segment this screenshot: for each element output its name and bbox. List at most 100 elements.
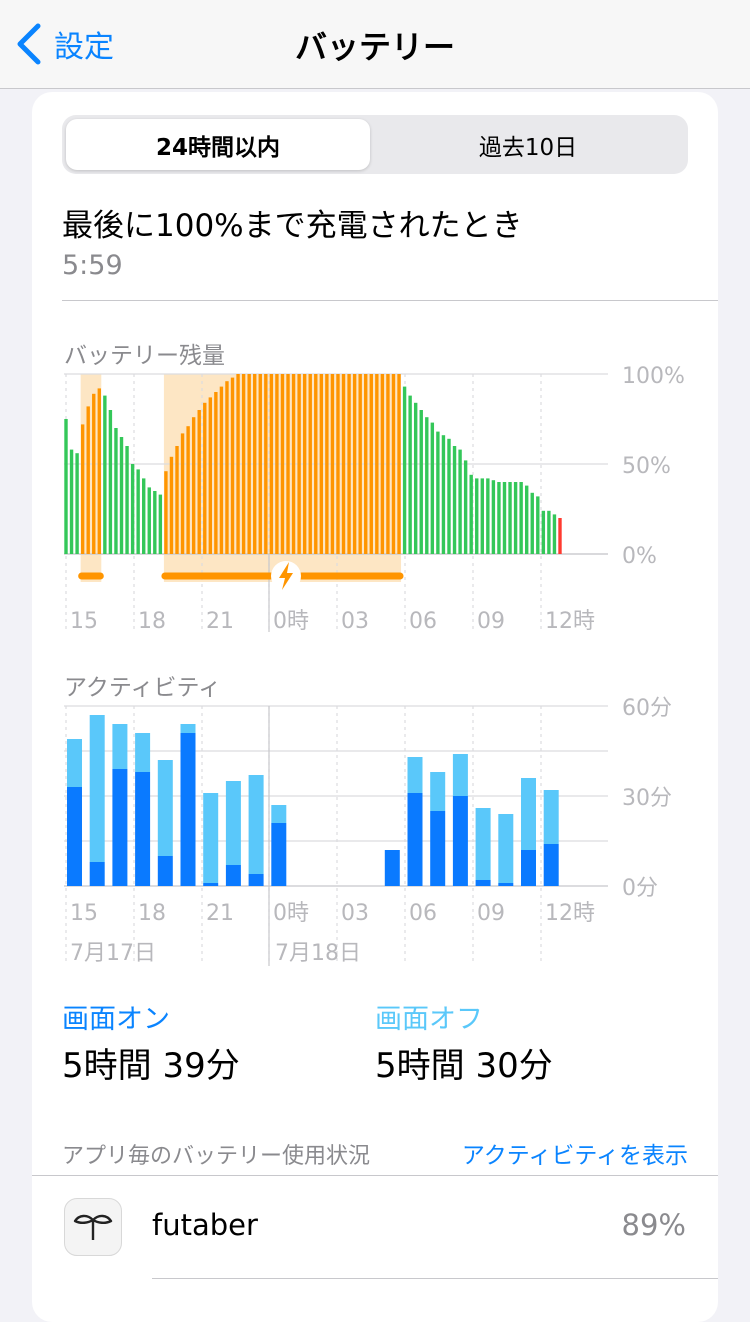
screen-off-label: 画面オフ (375, 1004, 483, 1035)
screen-on-bar (475, 880, 491, 886)
screen-off-bar (271, 805, 287, 823)
show-activity-link[interactable]: アクティビティを表示 (461, 1143, 688, 1169)
bolt-shape (279, 562, 293, 590)
back-button[interactable]: 設定 (14, 20, 114, 68)
battery-bar (524, 485, 529, 554)
activity-x-tick-label: 18 (138, 901, 166, 926)
battery-x-tick-label: 03 (341, 609, 369, 634)
last-charge-time: 5:59 (62, 250, 123, 281)
battery-bar (436, 431, 440, 554)
battery-bar (230, 377, 235, 554)
battery-bar (325, 374, 329, 554)
activity-y-tick-label: 0分 (622, 876, 658, 901)
battery-bar (108, 410, 113, 554)
battery-bar (314, 374, 318, 554)
screen-off-bar (203, 793, 219, 883)
battery-bar (208, 397, 213, 554)
screen-on-bar (89, 862, 105, 886)
battery-bar (97, 388, 102, 554)
battery-bar (552, 514, 557, 554)
battery-bar (136, 469, 140, 554)
battery-bar (369, 374, 373, 554)
screen-off-bar (89, 715, 105, 862)
battery-bar (92, 393, 96, 554)
battery-bar (530, 492, 534, 554)
battery-bar (386, 374, 390, 554)
screen-off-bar (112, 724, 128, 769)
battery-x-tick-label: 21 (206, 609, 234, 634)
screen-on-bar (543, 844, 559, 886)
battery-bar (441, 435, 446, 554)
battery-bar (225, 381, 229, 554)
battery-x-tick-label: 12時 (545, 609, 595, 634)
battery-bar (197, 410, 201, 554)
segment-10days[interactable]: 過去10日 (478, 134, 578, 161)
activity-title: アクティビティ (64, 675, 222, 701)
battery-bar (164, 471, 168, 554)
battery-x-tick-label: 0時 (273, 609, 309, 634)
screen-off-value: 5時間 30分 (375, 1046, 553, 1086)
battery-bar (375, 374, 379, 554)
battery-bar (280, 374, 285, 554)
battery-x-tick-label: 06 (409, 609, 437, 634)
battery-bar (236, 374, 240, 554)
navigation-bar: 設定 バッテリー (0, 0, 750, 89)
app-usage-header: アプリ毎のバッテリー使用状況 (62, 1144, 371, 1169)
screen-on-bar (498, 883, 514, 886)
battery-bar (297, 374, 301, 554)
battery-bar (352, 374, 357, 554)
battery-y-tick-label: 50% (622, 454, 671, 479)
screen-off-bar (248, 775, 264, 874)
back-label: 設定 (54, 30, 114, 65)
battery-level-title: バッテリー残量 (64, 343, 225, 369)
battery-bar (175, 446, 179, 554)
battery-bar (180, 433, 185, 554)
battery-bar (364, 374, 368, 554)
battery-bar (203, 402, 207, 554)
screen-on-bar (407, 793, 423, 886)
screen-on-bar (248, 874, 264, 886)
activity-x-tick-label: 09 (477, 901, 505, 926)
screen-off-bar (135, 733, 151, 772)
battery-bar (430, 422, 435, 554)
battery-bar (341, 374, 346, 554)
app-row-futaber[interactable]: futaber 89% (32, 1176, 718, 1279)
segment-24h[interactable]: 24時間以内 (66, 119, 370, 170)
battery-bar (480, 478, 484, 554)
divider (32, 1175, 718, 1176)
activity-x-tick-label: 21 (206, 901, 234, 926)
battery-bar (64, 419, 68, 554)
battery-bar (275, 374, 279, 554)
divider (152, 1278, 718, 1279)
page-title: バッテリー (294, 28, 455, 66)
screen-off-bar (498, 814, 514, 883)
battery-bar (497, 482, 501, 554)
battery-bar (408, 395, 412, 554)
screen-on-bar (271, 823, 287, 886)
battery-bar (191, 417, 196, 554)
battery-bar (419, 410, 423, 554)
divider (62, 300, 718, 301)
battery-card: 24時間以内 過去10日 最後に100%まで充電されたとき 5:59 バッテリー… (32, 92, 718, 1322)
battery-bar (391, 374, 396, 554)
screen-off-bar (180, 724, 196, 733)
screen-off-bar (157, 760, 173, 856)
period-segmented-control: 24時間以内 過去10日 (62, 115, 688, 174)
screen-off-bar (225, 781, 241, 865)
activity-y-tick-label: 60分 (622, 696, 672, 721)
battery-bar (336, 374, 340, 554)
battery-bar (319, 374, 324, 554)
battery-bar (413, 402, 418, 554)
battery-bar (119, 437, 124, 554)
battery-bar (475, 478, 479, 554)
battery-bar (75, 453, 79, 554)
battery-bar (258, 374, 262, 554)
screen-on-bar (452, 796, 468, 886)
battery-bar (219, 386, 224, 554)
screen-on-bar (225, 865, 241, 886)
battery-bar (169, 456, 174, 554)
screen-on-bar (157, 856, 173, 886)
battery-bar (86, 406, 90, 554)
screen-off-bar (407, 757, 423, 793)
battery-bar (397, 374, 401, 554)
